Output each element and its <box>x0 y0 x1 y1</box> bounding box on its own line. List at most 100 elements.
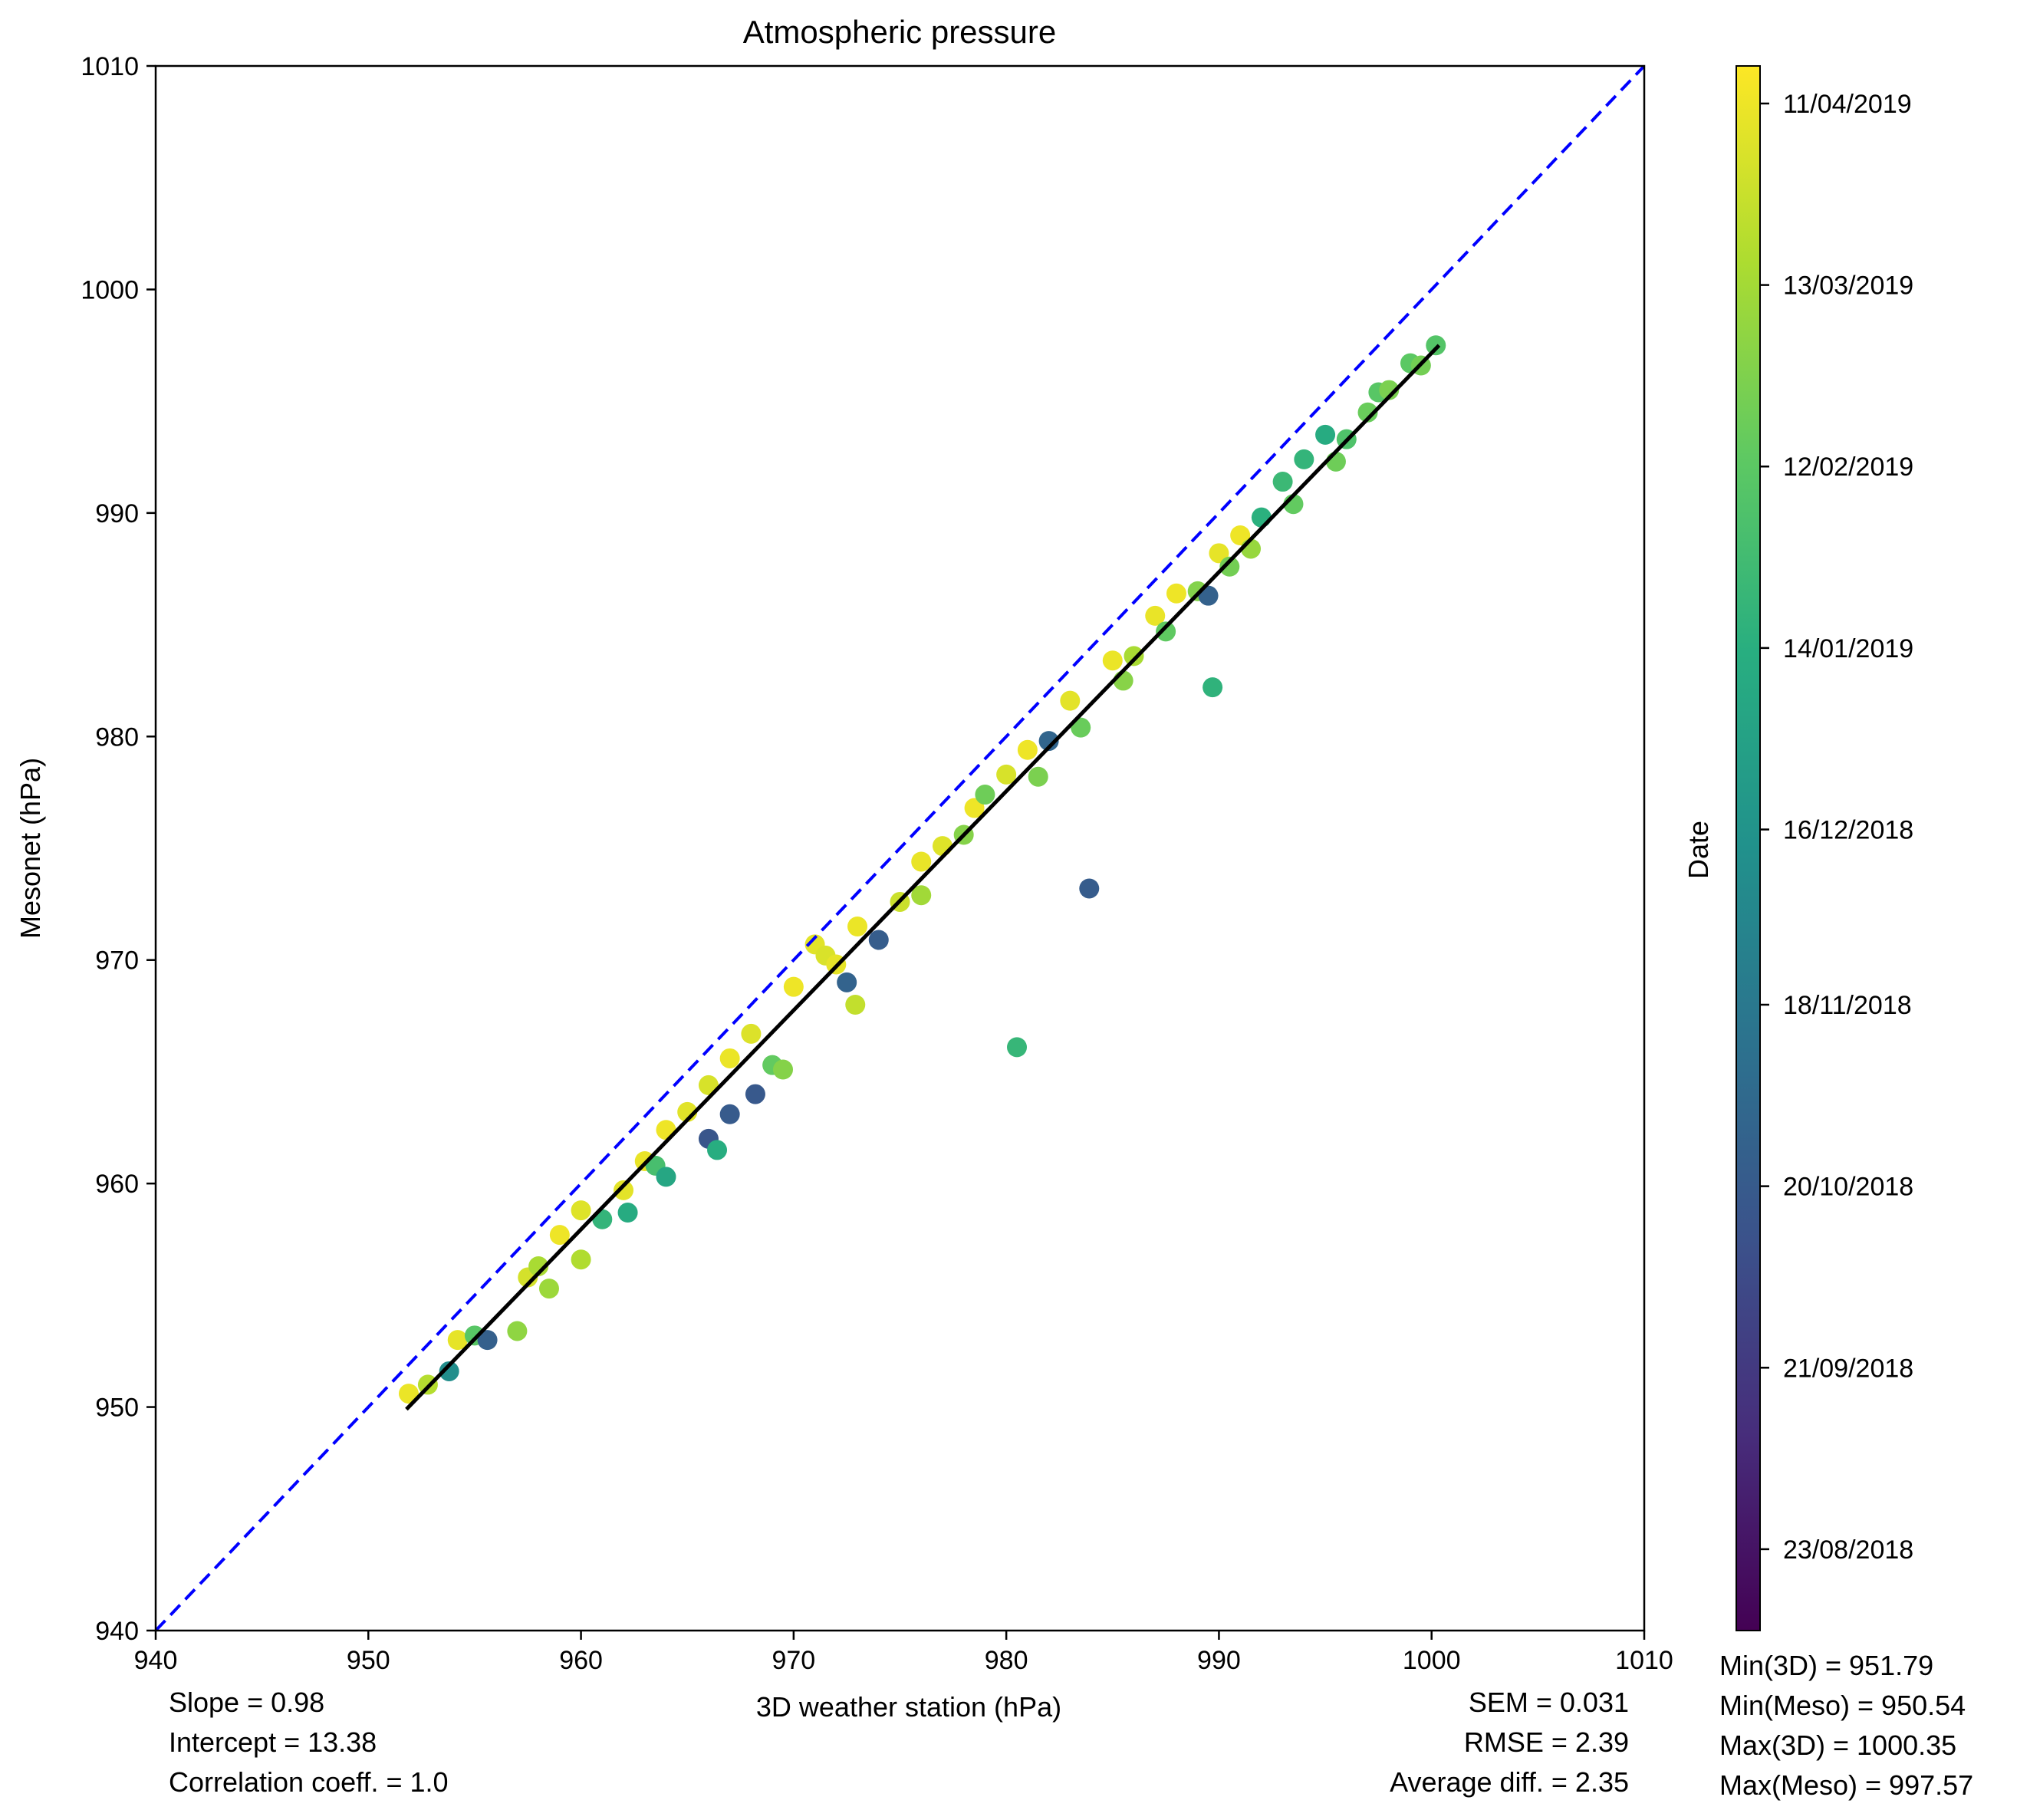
data-point <box>1219 556 1240 577</box>
data-point <box>1294 449 1314 469</box>
data-point <box>549 1225 570 1246</box>
max-meso-text: Max(Meso) = 997.57 <box>1719 1769 1973 1801</box>
sem-text: SEM = 0.031 <box>1469 1687 1629 1718</box>
data-point <box>1325 451 1346 472</box>
min-meso-text: Min(Meso) = 950.54 <box>1719 1690 1966 1721</box>
plot-area <box>156 66 1644 1631</box>
data-point <box>617 1203 638 1223</box>
y-tick-label: 990 <box>95 499 139 528</box>
correlation-text: Correlation coeff. = 1.0 <box>169 1766 449 1798</box>
y-tick-label: 940 <box>95 1617 139 1646</box>
y-tick-label: 960 <box>95 1170 139 1199</box>
x-axis-label: 3D weather station (hPa) <box>756 1691 1061 1723</box>
data-point <box>1230 525 1251 545</box>
x-axis: 940 950 960 970 980 990 1000 1010 <box>134 1631 1673 1675</box>
data-point <box>1379 380 1400 400</box>
chart-title: Atmospheric pressure <box>743 14 1057 50</box>
data-point <box>1426 335 1446 356</box>
colorbar-tick-label: 18/11/2018 <box>1783 991 1912 1020</box>
data-point <box>1102 650 1123 671</box>
data-point <box>447 1330 468 1351</box>
y-axis-label: Mesonet (hPa) <box>15 758 46 939</box>
data-point <box>1124 646 1144 666</box>
regression-line <box>405 344 1441 1411</box>
colorbar-tick-label: 14/01/2019 <box>1783 634 1913 663</box>
data-point <box>847 917 868 936</box>
data-point <box>837 972 857 992</box>
average-diff-text: Average diff. = 2.35 <box>1390 1766 1629 1798</box>
colorbar-tick-label: 16/12/2018 <box>1783 816 1913 845</box>
data-point <box>1209 543 1229 564</box>
data-point <box>528 1256 549 1276</box>
stats-left: Slope = 0.98 Intercept = 13.38 Correlati… <box>169 1687 449 1798</box>
y-tick-label: 950 <box>95 1394 139 1423</box>
y-axis: 940 950 960 970 980 990 1000 1010 <box>81 52 156 1646</box>
data-point <box>507 1321 528 1341</box>
colorbar-tick-label: 20/10/2018 <box>1783 1173 1913 1202</box>
data-point <box>1251 507 1272 528</box>
x-tick-label: 960 <box>559 1646 603 1675</box>
data-point <box>868 930 889 950</box>
data-point <box>571 1249 591 1270</box>
x-tick-label: 980 <box>985 1646 1028 1675</box>
data-point <box>1079 878 1100 899</box>
slope-text: Slope = 0.98 <box>169 1687 324 1718</box>
x-tick-label: 940 <box>134 1646 178 1675</box>
x-tick-label: 970 <box>772 1646 815 1675</box>
data-point <box>1071 717 1091 738</box>
colorbar-tick-label: 12/02/2019 <box>1783 453 1913 482</box>
colorbar-ticks: 23/08/2018 21/09/2018 20/10/2018 18/11/2018… <box>1760 90 1913 1565</box>
scatter-points <box>398 335 1446 1404</box>
stats-far-right: Min(3D) = 951.79 Min(Meso) = 950.54 Max(… <box>1719 1650 1973 1801</box>
data-point <box>964 798 985 818</box>
data-point <box>911 885 932 906</box>
data-point <box>707 1140 728 1160</box>
y-tick-label: 980 <box>95 722 139 752</box>
data-point <box>719 1104 740 1124</box>
x-tick-label: 950 <box>347 1646 390 1675</box>
data-point <box>996 764 1017 785</box>
y-tick-label: 970 <box>95 946 139 976</box>
data-point <box>538 1279 559 1299</box>
data-point <box>1060 690 1081 711</box>
data-point <box>772 1059 793 1080</box>
colorbar <box>1736 65 1761 1631</box>
min-3d-text: Min(3D) = 951.79 <box>1719 1650 1933 1681</box>
max-3d-text: Max(3D) = 1000.35 <box>1719 1729 1956 1761</box>
colorbar-tick-label: 13/03/2019 <box>1783 272 1913 301</box>
data-point <box>1007 1037 1028 1058</box>
colorbar-label: Date <box>1683 821 1714 879</box>
data-point <box>741 1023 762 1044</box>
data-point <box>1145 605 1166 626</box>
data-point <box>1028 766 1048 787</box>
data-point <box>439 1361 459 1381</box>
stats-right: SEM = 0.031 RMSE = 2.39 Average diff. = … <box>1390 1687 1629 1798</box>
colorbar-tick-label: 23/08/2018 <box>1783 1535 1913 1565</box>
colorbar-tick-label: 21/09/2018 <box>1783 1354 1913 1383</box>
data-point <box>1357 402 1378 423</box>
data-point <box>398 1384 419 1404</box>
data-point <box>1203 677 1223 698</box>
data-point <box>975 785 995 805</box>
x-tick-label: 1010 <box>1615 1646 1673 1675</box>
data-point <box>1315 424 1336 445</box>
data-point <box>745 1084 765 1104</box>
data-point <box>1038 731 1059 752</box>
data-point <box>932 836 952 857</box>
data-point <box>477 1330 498 1351</box>
y-tick-label: 1010 <box>81 52 139 81</box>
data-point <box>911 851 932 872</box>
data-point <box>1166 583 1186 604</box>
data-point <box>1272 472 1293 492</box>
colorbar-tick-label: 11/04/2019 <box>1783 90 1912 119</box>
x-tick-label: 1000 <box>1403 1646 1461 1675</box>
data-point <box>656 1167 676 1187</box>
data-point <box>783 976 804 997</box>
intercept-text: Intercept = 13.38 <box>169 1726 377 1758</box>
x-tick-label: 990 <box>1197 1646 1241 1675</box>
data-point <box>719 1048 740 1068</box>
data-point <box>1017 739 1038 760</box>
data-point <box>845 995 866 1015</box>
y-tick-label: 1000 <box>81 275 139 304</box>
